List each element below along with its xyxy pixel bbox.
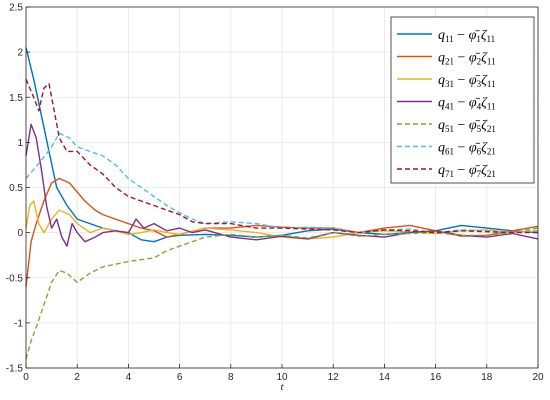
x-tick-label: 6 — [177, 372, 183, 383]
y-ticks: -1.5 -1 -0.5 0 0.5 1 1.5 2 2.5 — [6, 3, 30, 375]
legend-label-6: q61 − φ̄6ζ21 — [438, 141, 496, 157]
x-axis-label: t — [280, 381, 284, 393]
x-tick-label: 16 — [430, 372, 442, 383]
x-tick-label: 12 — [328, 372, 340, 383]
series-line-6 — [25, 132, 539, 234]
y-tick-label: -1 — [14, 318, 23, 329]
x-tick-label: 4 — [126, 372, 132, 383]
x-ticks: 0 2 4 6 8 10 12 14 16 18 20 — [23, 364, 544, 383]
y-tick-label: 2 — [17, 48, 23, 59]
series-line-3 — [25, 200, 539, 240]
x-tick-label: 2 — [74, 372, 80, 383]
x-tick-label: 20 — [532, 372, 544, 383]
series-line-7 — [25, 78, 538, 234]
x-tick-label: 8 — [228, 372, 234, 383]
legend-label-5: q51 − φ̄5ζ21 — [438, 118, 496, 134]
y-tick-label: -0.5 — [6, 273, 24, 284]
series-line-5 — [25, 227, 539, 360]
y-tick-label: 2.5 — [9, 3, 23, 14]
x-tick-label: 10 — [276, 372, 288, 383]
x-tick-label: 14 — [379, 372, 391, 383]
legend-label-4: q41 − φ̄4ζ11 — [438, 96, 496, 112]
legend-label-3: q31 − φ̄3ζ11 — [438, 73, 496, 89]
x-tick-label: 18 — [481, 372, 493, 383]
legend-label-2: q21 − φ̄2ζ11 — [438, 51, 496, 67]
series-line-4 — [25, 123, 539, 247]
y-tick-label: 1.5 — [9, 93, 23, 104]
series-lines — [25, 47, 539, 360]
y-tick-label: -1.5 — [6, 364, 24, 375]
legend-label-7: q71 − φ̄7ζ21 — [438, 163, 496, 179]
x-tick-label: 0 — [23, 372, 29, 383]
y-tick-label: 0 — [17, 228, 23, 239]
legend-label-1: q11 − φ̄1ζ11 — [438, 28, 495, 44]
y-tick-label: 0.5 — [9, 183, 23, 194]
legend-box — [390, 16, 535, 184]
legend: q11 − φ̄1ζ11 q21 − φ̄2ζ11 q31 − φ̄3ζ11 q41 … — [390, 16, 535, 184]
y-tick-label: 1 — [17, 138, 23, 149]
series-line-2 — [25, 177, 539, 287]
